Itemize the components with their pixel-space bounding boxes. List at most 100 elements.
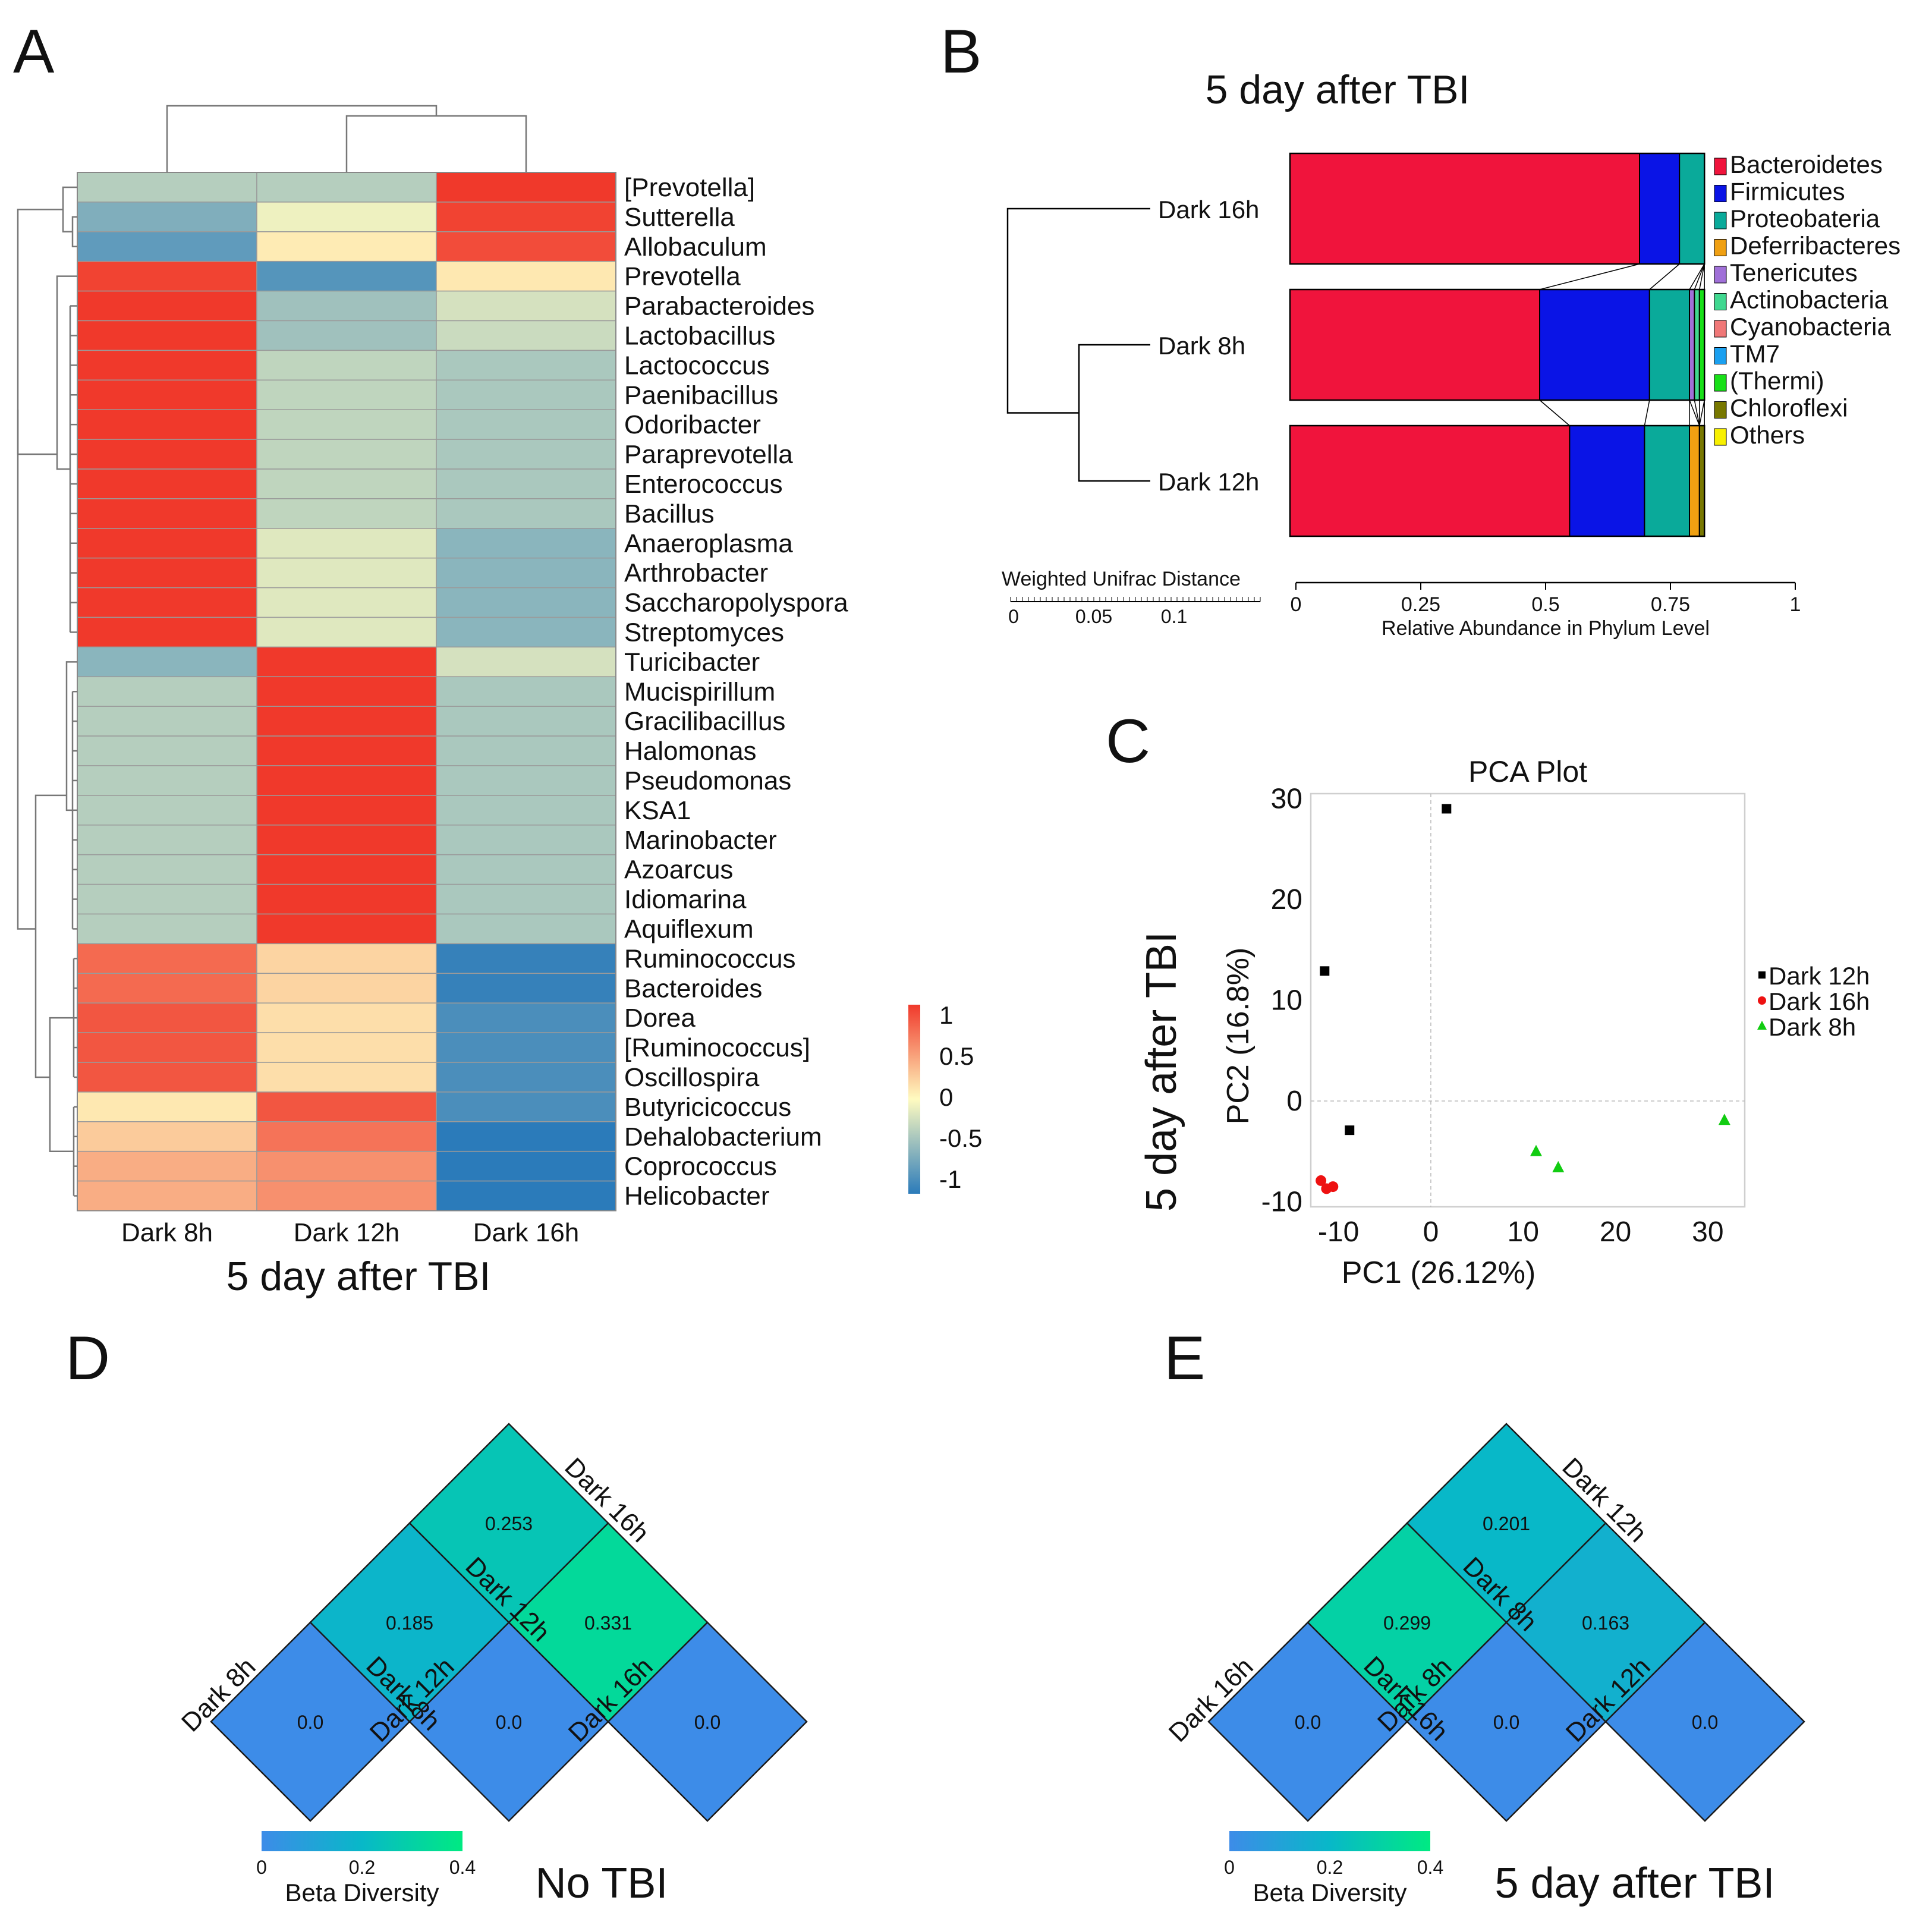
heatmap-row-label: Azoarcus: [624, 855, 733, 885]
heatmap-row-label: Arthrobacter: [624, 559, 768, 588]
bar-segment: [1698, 425, 1706, 537]
heatmap-cell: [77, 202, 257, 232]
row-dendrogram: [17, 186, 77, 1197]
x-tick-label: -10: [1318, 1216, 1359, 1248]
heatmap-cell: [436, 1180, 616, 1212]
heatmap-cell: [256, 943, 437, 974]
dendrogram-branch: [345, 115, 527, 172]
x-tick-label: 1: [1790, 593, 1801, 616]
legend-label: Actinobacteria: [1730, 286, 1889, 314]
heatmap-row-label: Paenibacillus: [624, 380, 778, 410]
beta-cell-value: 0.0: [1692, 1712, 1718, 1733]
dendrogram-branch: [65, 661, 77, 811]
heatmap-cell: [436, 172, 616, 203]
heatmap-row-label: Enterococcus: [624, 470, 783, 499]
heatmap-cell: [77, 1002, 257, 1033]
heatmap-cell: [256, 350, 437, 381]
panel-c-pca-scatter: PCA Plot -10 0 10 20 30 -10 0 10 20 30 PC1 (26.12%)…: [1138, 755, 1870, 1290]
heatmap-row-label: Aquiflexum: [624, 914, 754, 943]
heatmap-cell: [436, 883, 616, 915]
scatter-point: [1530, 1144, 1542, 1156]
legend-swatch: [1714, 239, 1727, 256]
heatmap-row-label: [Prevotella]: [624, 173, 755, 202]
heatmap-cell: [77, 350, 257, 381]
scatter-point: [1345, 1125, 1355, 1135]
heatmap-row-label: Parabacteroides: [624, 292, 814, 321]
bar-outline: [1289, 424, 1706, 537]
beta-cell-value: 0.201: [1483, 1513, 1530, 1534]
legend-marker: [1757, 1021, 1767, 1030]
panel-b-stacked-bar: 5 day after TBI 0 0.25 0.5 0.75 1 Relative Abu…: [1002, 67, 1900, 640]
color-legend-title: Beta Diversity: [1253, 1879, 1406, 1907]
heatmap-row-label: Pseudomonas: [624, 766, 791, 795]
heatmap-cell: [256, 854, 437, 885]
bar-outline: [1289, 152, 1706, 265]
bar-segment: [1698, 289, 1706, 401]
bar-segment: [1689, 425, 1700, 537]
bar-segment: [1689, 289, 1695, 401]
x-tick-label: 20: [1600, 1216, 1631, 1248]
heatmap-row-label: Streptomyces: [624, 618, 784, 647]
bar-segment: [1679, 153, 1706, 265]
color-legend-bar: [1229, 1831, 1430, 1851]
legend-label: Bacteroidetes: [1730, 150, 1883, 178]
bar-segment: [1539, 289, 1650, 401]
legend-label: Dark 16h: [1769, 987, 1870, 1015]
color-legend-tick: 0.4: [449, 1857, 476, 1878]
dendrogram-branch: [17, 410, 36, 930]
heatmap-cell: [256, 498, 437, 529]
heatmap-cell: [436, 231, 616, 262]
heatmap-cell: [256, 320, 437, 351]
legend-label: Chloroflexi: [1730, 394, 1848, 422]
dendrogram-leaf-label: Dark 8h: [1158, 332, 1245, 360]
y-tick-label: 10: [1271, 985, 1302, 1017]
scatter-point: [1552, 1160, 1565, 1172]
scatter-point: [1320, 966, 1330, 976]
color-legend-tick: 0.5: [939, 1042, 974, 1070]
heatmap-cell: [436, 290, 616, 322]
heatmap-cell: [77, 439, 257, 470]
scatter-point: [1442, 804, 1452, 814]
dendrogram-branch: [56, 275, 77, 470]
bar-segment: [1694, 289, 1700, 401]
y-tick-label: 0: [1286, 1086, 1302, 1117]
heatmap-cell: [256, 587, 437, 618]
heatmap-row-label: KSA1: [624, 796, 691, 825]
color-legend-tick: 0.4: [1417, 1857, 1443, 1878]
x-axis-label: PC1 (26.12%): [1342, 1256, 1536, 1290]
heatmap-cell: [77, 616, 257, 648]
color-legend-bar: [262, 1831, 462, 1851]
heatmap-cell: [436, 676, 616, 707]
x-tick-label: 0: [1291, 593, 1302, 616]
heatmap-cell: [256, 172, 437, 203]
heatmap-cell: [77, 409, 257, 440]
heatmap-cell: [77, 973, 257, 1004]
heatmap-cell: [436, 616, 616, 648]
heatmap-cell: [436, 528, 616, 559]
heatmap-row-label: Dorea: [624, 1004, 696, 1033]
heatmap-row-label: Allobaculum: [624, 232, 767, 262]
heatmap-row-label: Saccharopolyspora: [624, 589, 848, 618]
bar-segment: [1289, 153, 1640, 265]
color-legend-tick: 1: [939, 1001, 953, 1029]
heatmap-row-label: Anaeroplasma: [624, 529, 793, 558]
heatmap-row-label: Ruminococcus: [624, 944, 796, 973]
beta-cell-value: 0.0: [496, 1712, 522, 1733]
heatmap-row-label: Odoribacter: [624, 410, 761, 439]
heatmap-row-label: Idiomarina: [624, 885, 747, 914]
heatmap-cell: [77, 913, 257, 945]
heatmap-cell: [436, 1002, 616, 1033]
dendrogram-leaf-label: Dark 16h: [1158, 196, 1259, 224]
heatmap-cell: [256, 557, 437, 589]
heatmap-cell: [256, 260, 437, 292]
heatmap-row-label: Paraprevotella: [624, 440, 793, 469]
heatmap-cell: [436, 646, 616, 678]
legend-label: Firmicutes: [1730, 178, 1845, 206]
heatmap-row-label: Turicibacter: [624, 647, 760, 677]
dendrogram-branch: [71, 216, 77, 247]
x-tick-label: 10: [1508, 1216, 1539, 1248]
beta-cell-value: 0.0: [1295, 1712, 1321, 1733]
heatmap-cell: [256, 646, 437, 678]
legend-label: Dark 12h: [1769, 962, 1870, 990]
